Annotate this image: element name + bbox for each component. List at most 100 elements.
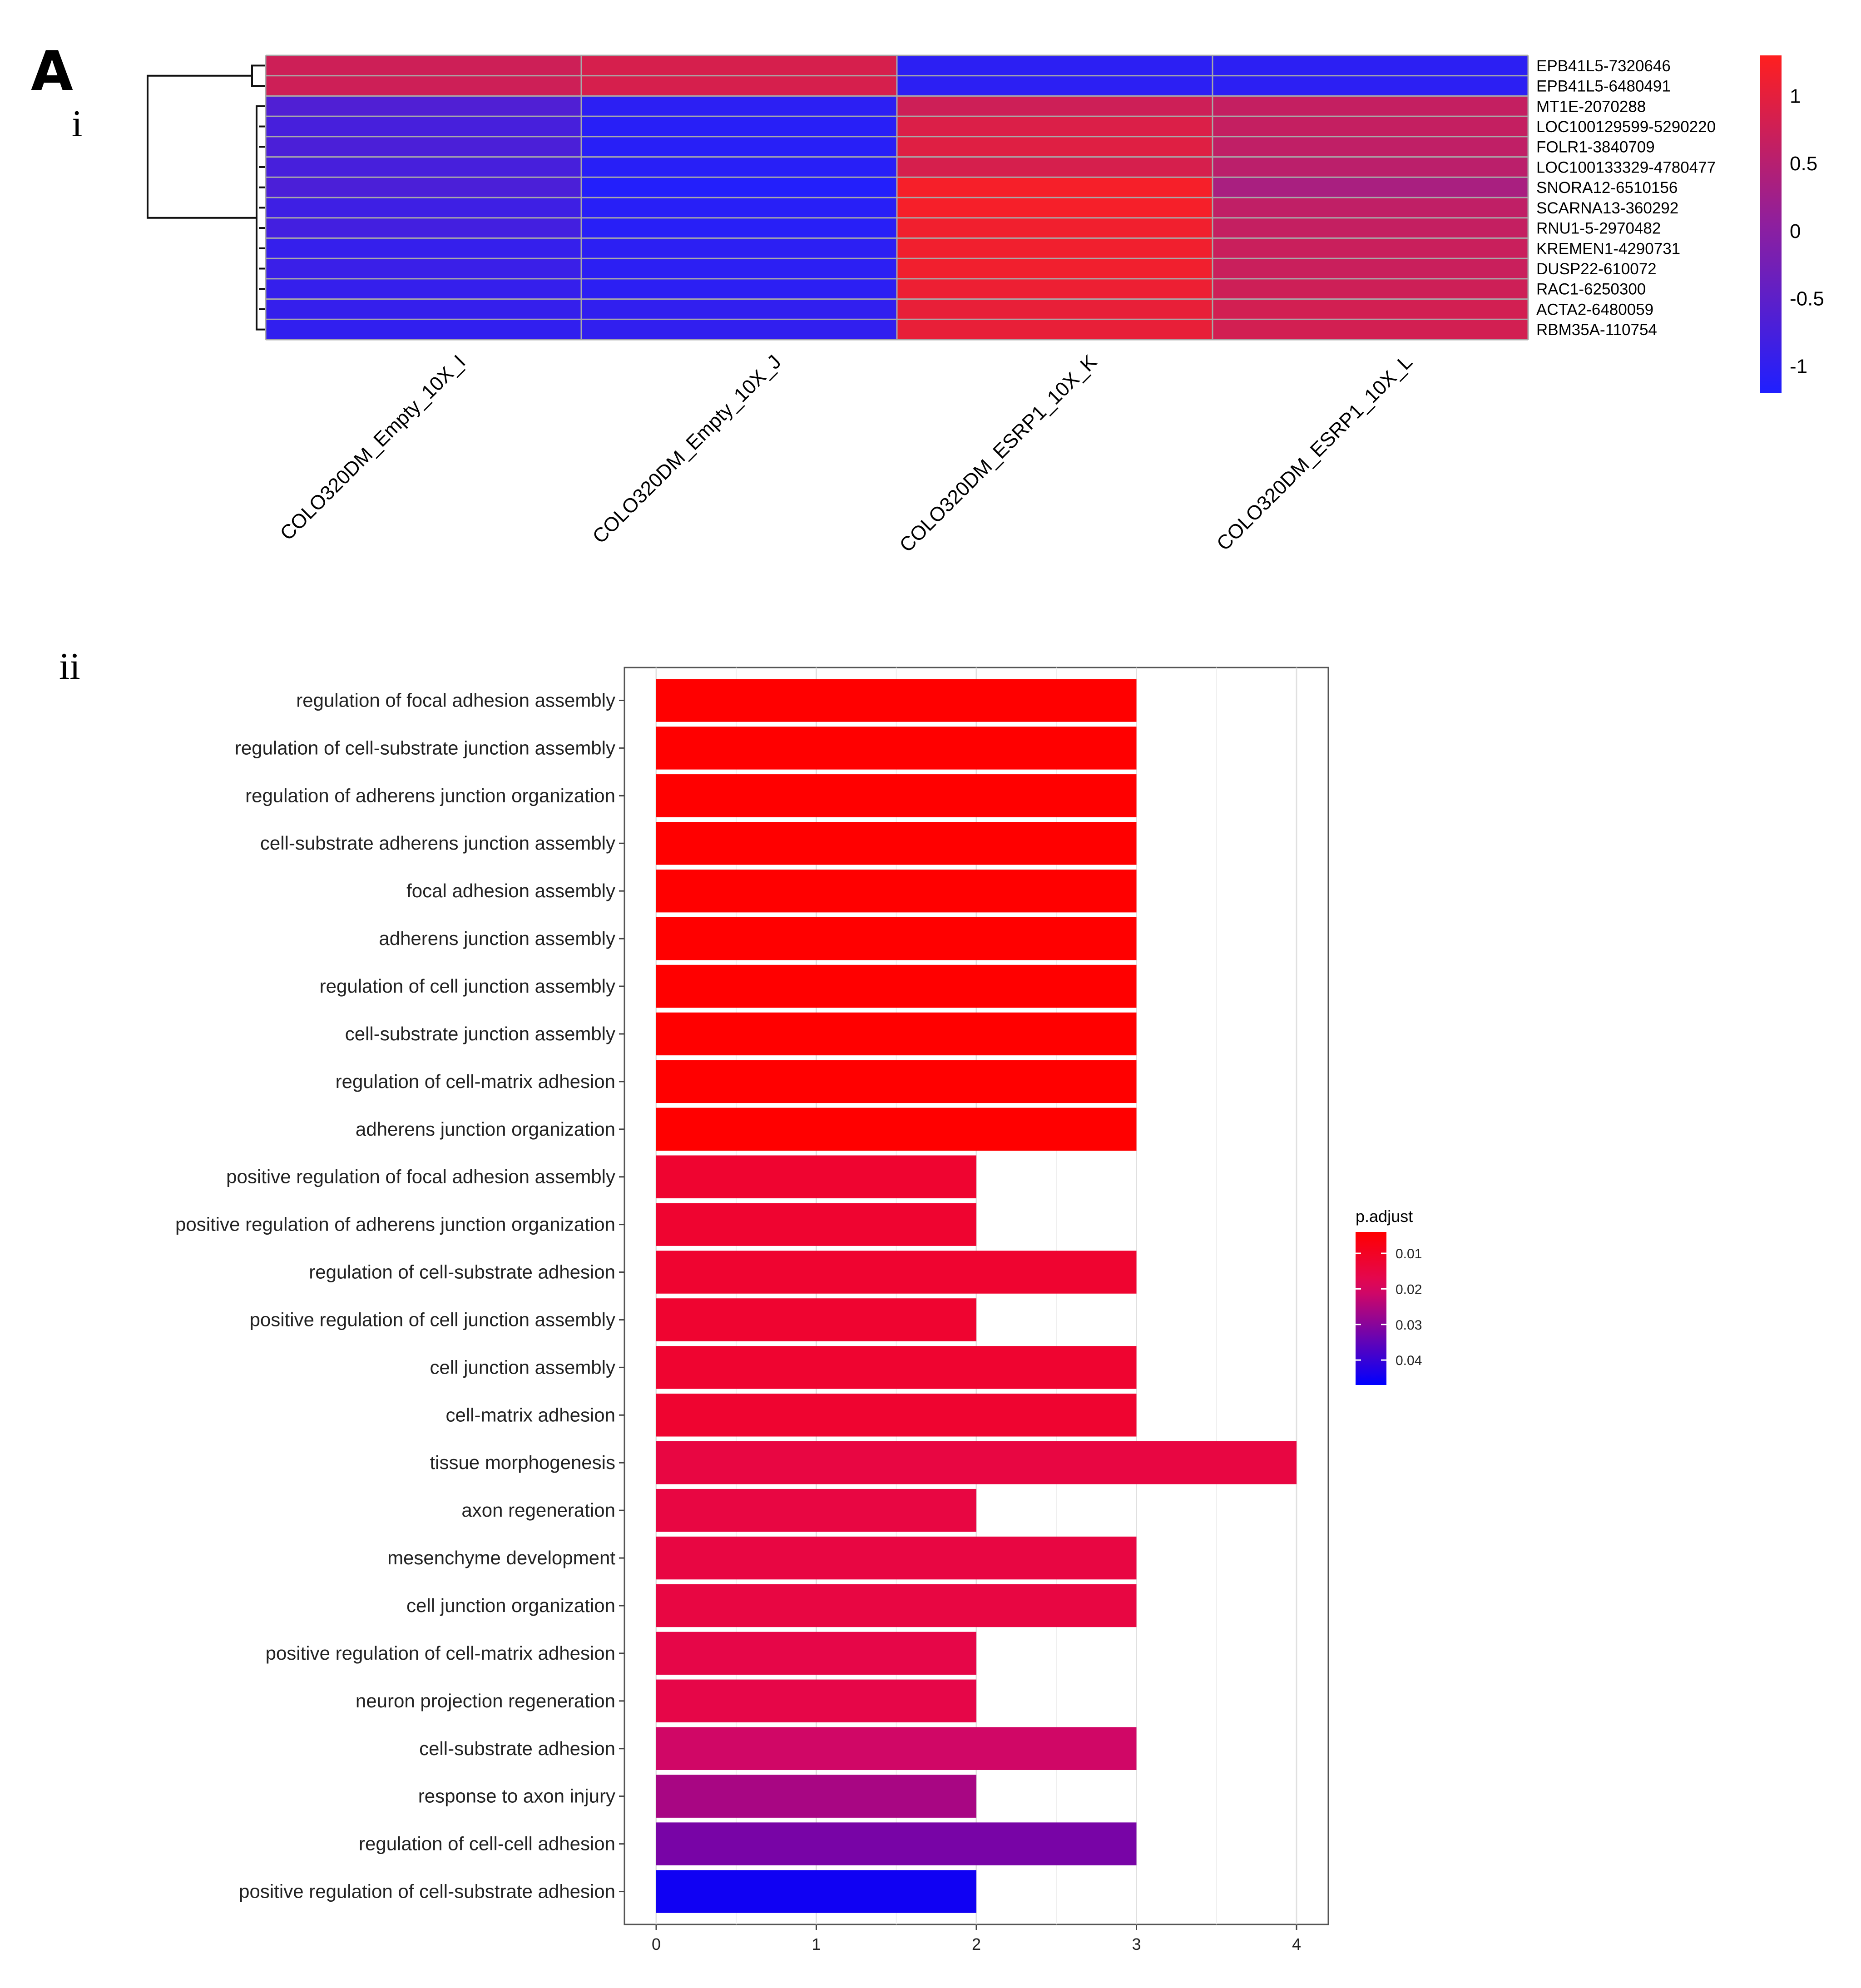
heatmap-cell	[581, 218, 897, 238]
category-label: positive regulation of cell-substrate ad…	[239, 1881, 615, 1902]
category-label: mesenchyme development	[387, 1547, 615, 1568]
heatmap-cell	[581, 75, 897, 96]
bar	[656, 1536, 1137, 1580]
bar	[656, 679, 1137, 722]
heatmap-cell	[1213, 177, 1529, 198]
heatmap-cell	[1213, 116, 1529, 137]
legend-tick-label: 0.04	[1396, 1353, 1422, 1368]
heatmap-cell	[581, 198, 897, 218]
heatmap-row-label: RAC1-6250300	[1536, 281, 1646, 298]
heatmap-cell	[581, 278, 897, 300]
bar	[656, 1251, 1137, 1294]
heatmap-row-label: ACTA2-6480059	[1536, 301, 1653, 318]
bar	[656, 1203, 976, 1246]
category-label: positive regulation of cell junction ass…	[250, 1309, 615, 1330]
heatmap-row-labels: EPB41L5-7320646 EPB41L5-6480491 MT1E-20702…	[1536, 57, 1716, 339]
category-label: adherens junction assembly	[379, 928, 615, 949]
heatmap-row-label: SNORA12-6510156	[1536, 179, 1678, 197]
category-label: axon regeneration	[461, 1499, 615, 1521]
padjust-legend: p.adjust 0.01 0.02 0.03 0.04	[1356, 1207, 1422, 1385]
heatmap-row-label: EPB41L5-6480491	[1536, 78, 1671, 95]
heatmap-row-label: RNU1-5-2970482	[1536, 220, 1661, 237]
bar-chart-bars	[656, 679, 1297, 1913]
bar	[656, 1870, 976, 1913]
heatmap-cells	[266, 55, 1529, 340]
heatmap-column-label: COLO320DM_ESRP1_10X_L	[1213, 351, 1417, 555]
bar	[656, 917, 1137, 960]
x-tick-label: 2	[972, 1935, 981, 1953]
heatmap-column-label: COLO320DM_ESRP1_10X_K	[895, 351, 1101, 556]
heatmap-cell	[1213, 278, 1529, 300]
heatmap-cell	[1213, 299, 1529, 320]
bar	[656, 1679, 976, 1723]
heatmap-cell	[897, 258, 1213, 279]
heatmap-cell	[897, 116, 1213, 137]
heatmap-cell	[1213, 319, 1529, 340]
category-label: focal adhesion assembly	[406, 880, 615, 901]
heatmap-cell	[581, 299, 897, 320]
bar	[656, 1584, 1137, 1627]
bar	[656, 1394, 1137, 1437]
bar	[656, 869, 1137, 913]
enrichment-bar-chart: regulation of focal adhesion assembly reg…	[175, 667, 1422, 1953]
heatmap-cell	[581, 116, 897, 137]
heatmap-cell-borders	[265, 54, 1529, 341]
bar	[656, 822, 1137, 865]
category-label: cell junction organization	[406, 1595, 615, 1616]
heatmap-cell	[897, 319, 1213, 340]
heatmap-cell	[266, 278, 582, 300]
heatmap-cell	[581, 55, 897, 76]
heatmap-cell	[266, 198, 582, 218]
bar	[656, 1108, 1137, 1151]
heatmap-cell	[897, 177, 1213, 198]
category-label: adherens junction organization	[356, 1118, 615, 1140]
heatmap-cell	[266, 299, 582, 320]
category-label: neuron projection regeneration	[356, 1690, 615, 1711]
heatmap-cell	[897, 198, 1213, 218]
heatmap-cell	[1213, 218, 1529, 238]
heatmap-colorbar-tick: -1	[1790, 355, 1807, 377]
heatmap-cell	[581, 258, 897, 279]
heatmap-cell	[581, 136, 897, 158]
heatmap-colorbar-tick: -0.5	[1790, 288, 1824, 310]
x-tick-label: 1	[812, 1935, 821, 1953]
heatmap-cell	[1213, 55, 1529, 76]
heatmap-cell	[897, 299, 1213, 320]
bar	[656, 1298, 976, 1341]
bar	[656, 1012, 1137, 1056]
heatmap-cell	[266, 177, 582, 198]
heatmap-cell	[266, 75, 582, 96]
heatmap-cell	[266, 55, 582, 76]
heatmap-row-label: MT1E-2070288	[1536, 98, 1646, 115]
heatmap-cell	[266, 136, 582, 158]
heatmap-cell	[581, 319, 897, 340]
heatmap-cell	[581, 238, 897, 259]
heatmap-cell	[266, 319, 582, 340]
heatmap-column-labels: COLO320DM_Empty_10X_I COLO320DM_Empty_10X…	[276, 351, 1416, 556]
x-tick-label: 4	[1292, 1935, 1301, 1953]
heatmap-row-label: LOC100133329-4780477	[1536, 158, 1716, 176]
row-dendrogram	[147, 64, 266, 331]
panel-ii-label: ii	[59, 645, 80, 687]
heatmap-column-label: COLO320DM_Empty_10X_J	[588, 351, 785, 548]
category-label: cell-substrate junction assembly	[345, 1023, 615, 1044]
heatmap-cell	[1213, 96, 1529, 117]
heatmap-column-label: COLO320DM_Empty_10X_I	[276, 351, 470, 544]
category-label: response to axon injury	[418, 1785, 615, 1807]
heatmap-cell	[581, 96, 897, 117]
panel-i-label: i	[72, 103, 82, 145]
heatmap-row-label: RBM35A-110754	[1536, 321, 1657, 339]
category-label: cell junction assembly	[430, 1356, 615, 1378]
heatmap-cell	[1213, 136, 1529, 158]
bar	[656, 1632, 976, 1675]
dendrogram-root	[147, 74, 257, 219]
dendrogram-branch	[256, 105, 266, 331]
heatmap-colorbar	[1760, 55, 1782, 393]
bar	[656, 1441, 1297, 1484]
heatmap-cell	[1213, 238, 1529, 259]
bar	[656, 1775, 976, 1818]
legend-tick-label: 0.03	[1396, 1318, 1422, 1333]
heatmap-cell	[266, 238, 582, 259]
